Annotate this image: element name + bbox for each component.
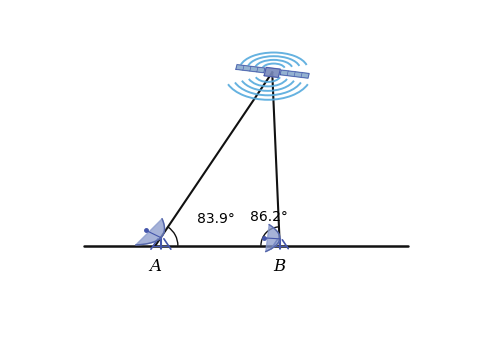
Polygon shape (236, 65, 265, 73)
Polygon shape (136, 219, 165, 245)
Text: 83.9°: 83.9° (197, 212, 235, 226)
Polygon shape (266, 225, 280, 252)
Polygon shape (280, 70, 309, 78)
Polygon shape (264, 68, 281, 77)
Text: B: B (274, 257, 286, 275)
Text: A: A (149, 257, 161, 275)
Text: 86.2°: 86.2° (250, 210, 288, 224)
